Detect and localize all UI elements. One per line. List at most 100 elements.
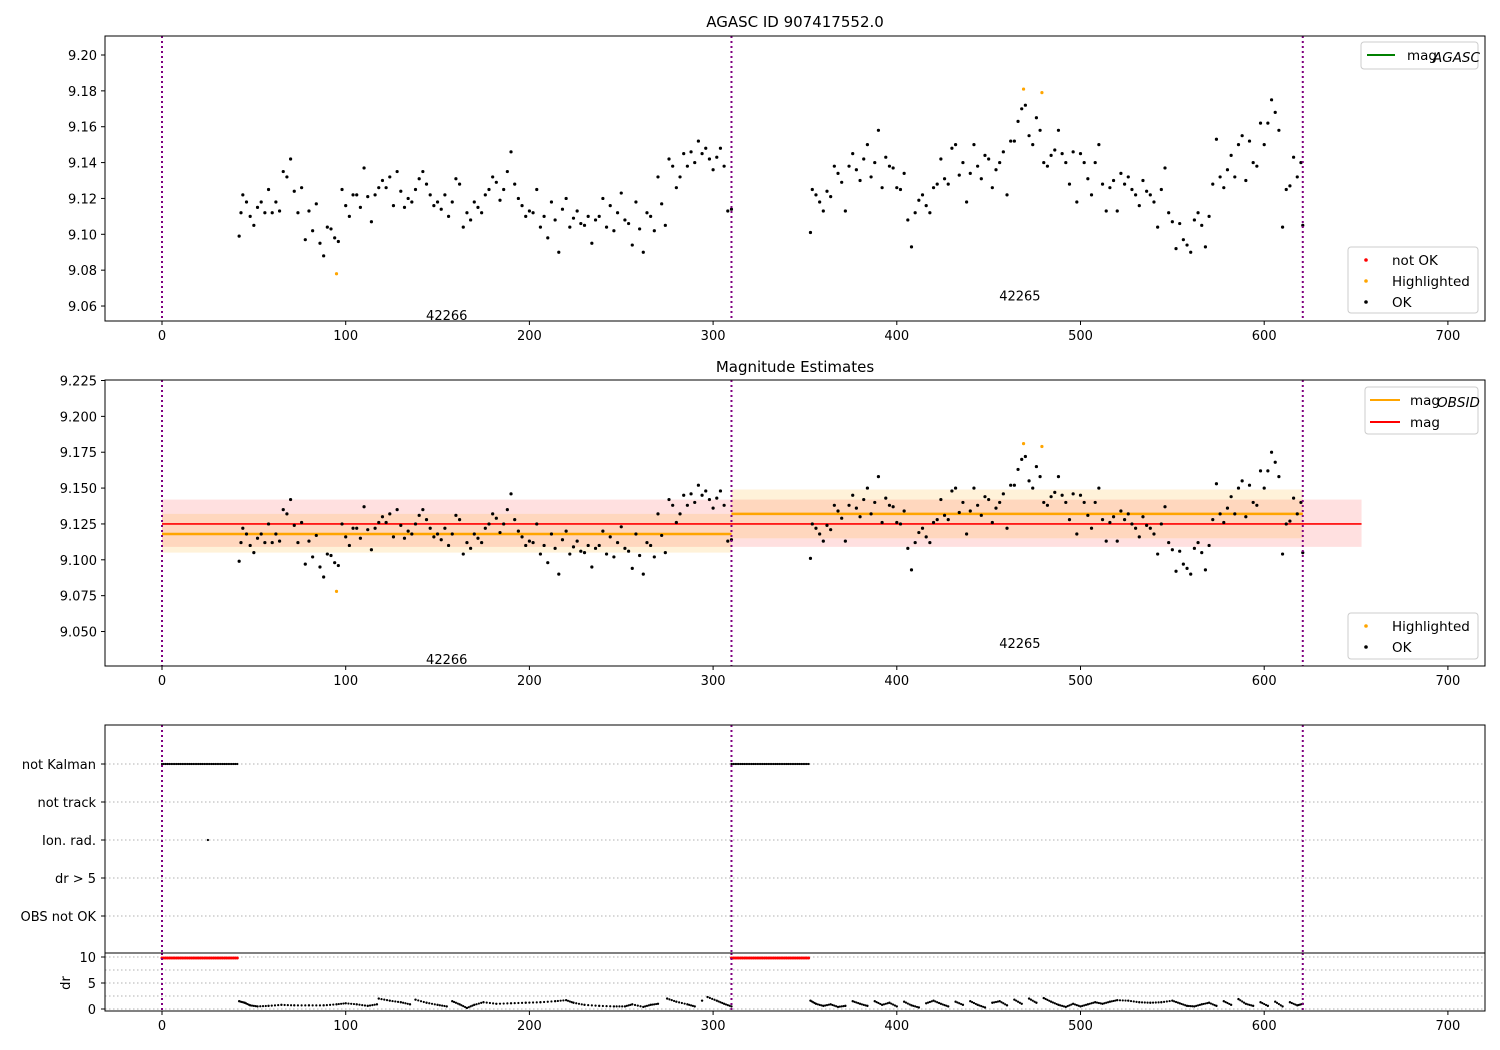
plot2-ok-point xyxy=(263,540,267,545)
plot2-ok-point xyxy=(1115,539,1119,543)
plot2-ok-point xyxy=(854,506,858,510)
plot1-ok-point xyxy=(704,146,708,150)
dr-point xyxy=(535,1001,538,1004)
dr-point xyxy=(686,1003,689,1006)
plot1-ok-point xyxy=(568,225,572,229)
plot2-ok-point xyxy=(1056,475,1061,479)
dr-point xyxy=(289,1004,293,1007)
plot2-ok-point xyxy=(630,566,634,571)
plot1-ok-point xyxy=(406,196,410,201)
plot1-ok-point xyxy=(1233,175,1237,179)
plot1-ok-point xyxy=(483,193,487,197)
plot1-ok-point xyxy=(1185,243,1189,247)
dr-point xyxy=(358,1003,361,1006)
plot1-ok-point xyxy=(626,221,631,226)
plot2-ok-point xyxy=(300,520,304,525)
plot1-ok-point xyxy=(498,198,502,202)
dr-point xyxy=(344,1002,347,1005)
x-tick-label: 600 xyxy=(1252,1019,1277,1034)
plot2-ok-point xyxy=(1148,526,1152,530)
dr-point xyxy=(436,1003,439,1007)
dr-point xyxy=(1049,1000,1053,1003)
plot1-ok-point xyxy=(994,168,998,172)
dr-point xyxy=(971,1001,974,1004)
flag-point xyxy=(214,762,217,766)
plot1-title: AGASC ID 907417552.0 xyxy=(706,13,884,31)
dr-point xyxy=(642,1005,645,1009)
plot2-ok-point xyxy=(1163,505,1167,509)
dr-axis-label: dr xyxy=(59,976,74,990)
dr-point xyxy=(721,1001,724,1005)
plot1-ok-point xyxy=(1291,155,1296,159)
plot2-ok-point xyxy=(1225,506,1230,510)
dr-point xyxy=(1211,1003,1214,1006)
plot1-ok-point xyxy=(869,175,873,179)
plot1-ok-point xyxy=(1207,214,1211,218)
plot1-ok-point xyxy=(579,221,583,226)
plot1-y-tick-label: 9.12 xyxy=(68,192,97,207)
dr-point xyxy=(980,1005,983,1008)
flag-point xyxy=(730,762,733,766)
plot1-ok-point xyxy=(829,195,833,199)
dr-point xyxy=(623,1005,627,1008)
dr-point xyxy=(722,1002,726,1005)
dr-point xyxy=(498,1002,502,1005)
plot1-ok-point xyxy=(369,220,374,224)
dr-point xyxy=(675,1000,678,1003)
dr-point xyxy=(1242,1001,1246,1004)
plot2-ok-point xyxy=(660,533,664,538)
plot2-ok-point xyxy=(377,520,381,525)
plot1-ok-point xyxy=(472,200,476,204)
dr-point xyxy=(256,1005,259,1008)
dr-point xyxy=(1171,999,1174,1002)
flag-point xyxy=(199,762,202,766)
dr-point xyxy=(1213,1004,1216,1007)
plot1-ok-point xyxy=(715,155,719,159)
plot2-ok-point xyxy=(366,528,370,532)
dr-point xyxy=(644,1005,647,1008)
plot1-ok-point xyxy=(549,200,554,204)
dr-point xyxy=(904,1001,908,1004)
plot2-ok-point xyxy=(689,492,693,496)
flag-point xyxy=(171,762,175,766)
plot1-ok-point xyxy=(281,169,285,174)
plot1-ok-point xyxy=(873,160,877,165)
flag-point xyxy=(186,762,189,766)
plot1-ok-point xyxy=(961,160,965,165)
plot2-ok-point xyxy=(340,522,344,526)
plot1-ok-point xyxy=(1093,160,1097,165)
dr-point xyxy=(1246,1003,1249,1006)
dr-point xyxy=(347,1002,350,1005)
plot1-ok-point xyxy=(693,160,697,165)
dr-point xyxy=(350,1002,353,1005)
plot1-ok-point xyxy=(476,205,480,210)
dr-point xyxy=(1206,1002,1209,1005)
plot1-ok-point xyxy=(542,214,546,218)
plot1-ok-point xyxy=(696,139,701,143)
plot2-ok-point xyxy=(829,528,833,532)
plot2-ok-point xyxy=(1174,569,1178,573)
flag-point xyxy=(798,762,801,766)
dr-point xyxy=(651,1003,654,1006)
dr-point xyxy=(706,995,709,999)
dr-point xyxy=(1187,1004,1190,1008)
plot2-legend-bottom xyxy=(1347,612,1479,660)
x-tick-label: 500 xyxy=(1068,329,1093,344)
plot2-ok-point xyxy=(560,538,565,542)
flag-point xyxy=(228,762,232,766)
plot2-ok-point xyxy=(1031,486,1035,490)
flag-point xyxy=(779,762,783,766)
plot2-ok-point xyxy=(413,522,418,526)
plot1-ok-point xyxy=(502,187,506,192)
dr-point xyxy=(293,1004,296,1007)
plot2-ok-point xyxy=(1185,566,1189,571)
dr-point xyxy=(438,1004,441,1007)
flag-point xyxy=(741,762,744,766)
plot1-ok-point xyxy=(1009,139,1013,143)
plot2-ok-point xyxy=(836,509,840,513)
plot1-ok-point xyxy=(1016,119,1020,123)
plot1-ok-point xyxy=(1005,193,1009,197)
plot1-legend-top xyxy=(1360,41,1479,70)
dr-point xyxy=(1250,1004,1253,1007)
dr-point xyxy=(1000,1001,1003,1004)
